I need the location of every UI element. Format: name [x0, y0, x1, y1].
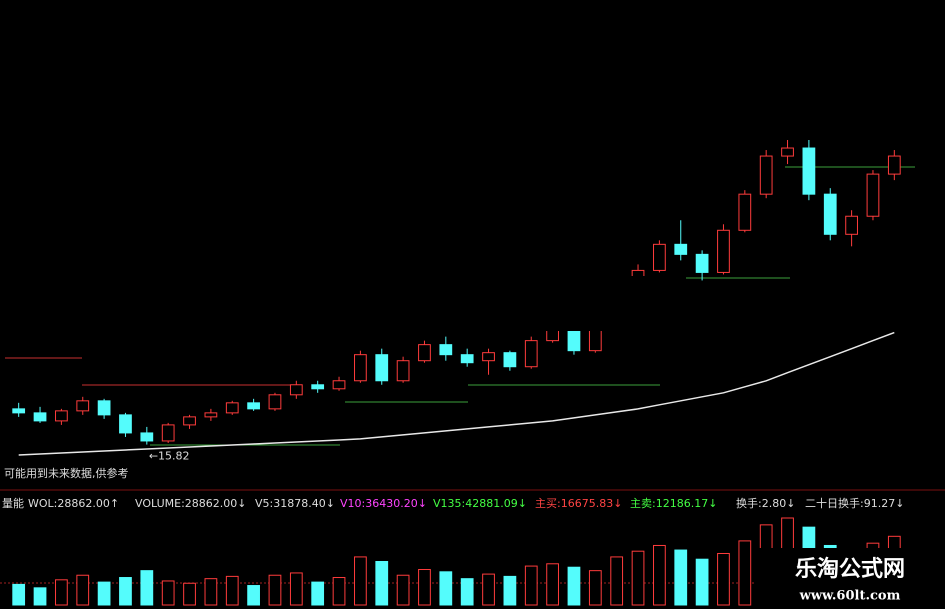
candle-body — [33, 412, 47, 422]
volume-bar — [161, 580, 175, 606]
volume-bar — [439, 571, 453, 606]
indicator-value: 主买:16675.83↓ — [535, 497, 622, 510]
candle-body — [887, 155, 901, 175]
candle-body — [439, 344, 453, 356]
candle-body — [717, 229, 730, 273]
candle-body — [375, 354, 389, 382]
candle-body — [802, 147, 816, 195]
volume-bar — [140, 570, 154, 606]
indicator-value: 主卖:12186.17↓ — [630, 497, 717, 510]
candle-body — [524, 340, 538, 368]
candle-body — [311, 384, 325, 390]
candle-body — [503, 352, 517, 368]
volume-bar — [289, 572, 303, 606]
candle-body — [482, 352, 495, 362]
volume-bar — [503, 575, 517, 606]
candle-body — [396, 360, 410, 382]
volume-bar — [225, 575, 239, 606]
volume-bar — [738, 540, 752, 606]
candle-body — [225, 402, 239, 414]
candle-body — [738, 193, 752, 231]
volume-bar — [97, 581, 111, 606]
candle-body — [460, 354, 474, 364]
indicator-value: 换手:2.80↓ — [736, 496, 795, 510]
indicator-value: 二十日换手:91.27↓ — [805, 496, 904, 510]
volume-bar — [418, 569, 431, 606]
volume-bar — [311, 581, 325, 606]
volume-bar — [247, 585, 260, 606]
candle-body — [204, 412, 218, 418]
candle-body — [289, 384, 303, 396]
volume-bar — [567, 566, 581, 606]
candle-body — [97, 400, 111, 416]
volume-bar — [524, 565, 538, 606]
volume-bar — [546, 563, 559, 606]
candle-body — [845, 215, 858, 235]
candle-body — [161, 424, 175, 442]
candle-body — [332, 380, 346, 390]
watermark-title: 乐淘公式网 — [795, 556, 905, 582]
volume-bar — [717, 552, 730, 606]
volume-bar — [12, 583, 26, 606]
candle-body — [55, 410, 68, 422]
redaction — [260, 276, 686, 331]
candle-body — [268, 394, 282, 410]
candle-body — [866, 173, 880, 217]
volume-bar — [610, 556, 624, 606]
volume-bar — [482, 573, 495, 606]
volume-bar — [332, 577, 346, 606]
candle-body — [759, 155, 773, 195]
candle-body — [781, 147, 794, 157]
candle-body — [140, 432, 154, 442]
ma-line — [18, 331, 895, 456]
volume-bar — [76, 574, 90, 606]
candle-body — [119, 414, 132, 434]
watermark-bg — [756, 548, 945, 609]
volume-bar — [268, 574, 282, 606]
volume-bar — [653, 544, 666, 606]
indicator-value: V135:42881.09↓ — [433, 497, 527, 510]
candle-body — [247, 402, 260, 410]
volume-bar — [354, 556, 367, 606]
candle-body — [354, 354, 367, 382]
volume-bar — [588, 570, 602, 606]
indicator-name: 量能 — [2, 496, 24, 510]
volume-bar — [674, 549, 688, 606]
indicator-value: V10:36430.20↓ — [340, 497, 427, 510]
indicator-value: WOL:28862.00↑ — [28, 497, 119, 510]
volume-bar — [695, 558, 709, 606]
candle-body — [695, 253, 709, 273]
candle-body — [674, 243, 688, 255]
candle-body — [418, 344, 431, 362]
candle-body — [12, 408, 26, 414]
warning-note: 可能用到未来数据,供参考 — [4, 466, 129, 480]
volume-bar — [204, 578, 218, 606]
volume-bar — [55, 579, 68, 606]
candle-body — [183, 416, 196, 426]
redaction — [534, 0, 945, 140]
indicator-value: VOLUME:28862.00↓ — [135, 497, 246, 510]
volume-bar — [119, 577, 132, 606]
candle-body — [823, 193, 837, 235]
volume-bar — [375, 561, 389, 606]
volume-bar — [460, 578, 474, 606]
low-annotation: ←15.82 — [149, 450, 190, 463]
indicator-value: V5:31878.40↓ — [255, 497, 335, 510]
volume-bar — [396, 574, 410, 606]
volume-bar — [183, 582, 196, 606]
candle-body — [653, 243, 666, 271]
volume-bar — [631, 550, 645, 606]
volume-bar — [33, 587, 47, 606]
watermark-url: www.60lt.com — [799, 589, 901, 604]
candle-body — [76, 400, 90, 412]
